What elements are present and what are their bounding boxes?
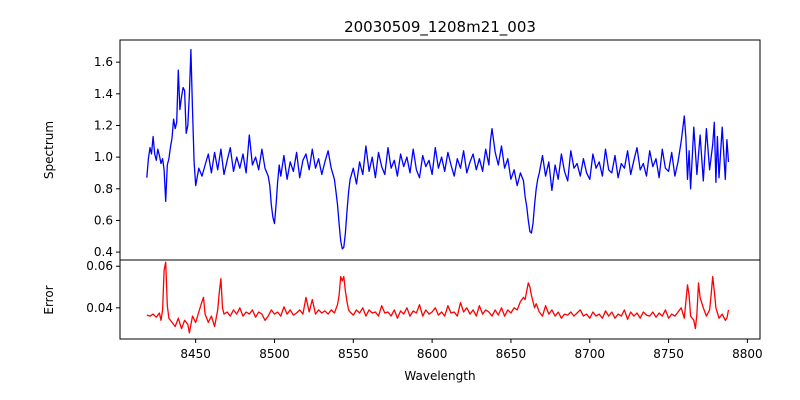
x-axis: 8450 8500 8550 8600 8650 8700 8750 8800 xyxy=(180,339,763,361)
error-plot-frame xyxy=(119,259,761,340)
x-tick-label: 8800 xyxy=(732,347,763,361)
spectrum-y-tick-label: 0.4 xyxy=(94,245,113,259)
x-tick-label: 8500 xyxy=(259,347,290,361)
spectrum-series-line xyxy=(146,48,730,250)
spectrum-y-tick-label: 0.6 xyxy=(94,213,113,227)
x-tick-label: 8700 xyxy=(574,347,605,361)
error-series-line xyxy=(146,261,730,334)
error-axis-label: Error xyxy=(42,285,56,314)
x-axis-label: Wavelength xyxy=(404,369,475,383)
error-panel: 0.04 0.06 xyxy=(86,259,761,340)
x-tick-label: 8650 xyxy=(496,347,527,361)
chart-title: 20030509_1208m21_003 xyxy=(344,18,536,37)
spectrum-y-tick-label: 1.6 xyxy=(94,55,113,69)
spectrum-plot-frame xyxy=(119,39,761,261)
error-y-tick-label: 0.06 xyxy=(86,259,113,273)
x-tick-label: 8550 xyxy=(338,347,369,361)
x-tick-label: 8450 xyxy=(180,347,211,361)
spectrum-y-tick-label: 1.2 xyxy=(94,118,113,132)
spectrum-y-tick-label: 0.8 xyxy=(94,182,113,196)
spectrum-y-tick-label: 1.4 xyxy=(94,87,113,101)
spectrum-axis-label: Spectrum xyxy=(42,121,56,179)
spectrum-y-tick-label: 1.0 xyxy=(94,150,113,164)
error-y-tick-label: 0.04 xyxy=(86,301,113,315)
x-tick-label: 8600 xyxy=(417,347,448,361)
x-tick-label: 8750 xyxy=(653,347,684,361)
spectrum-panel: 0.4 0.6 0.8 1.0 1.2 1.4 1.6 xyxy=(94,39,761,261)
